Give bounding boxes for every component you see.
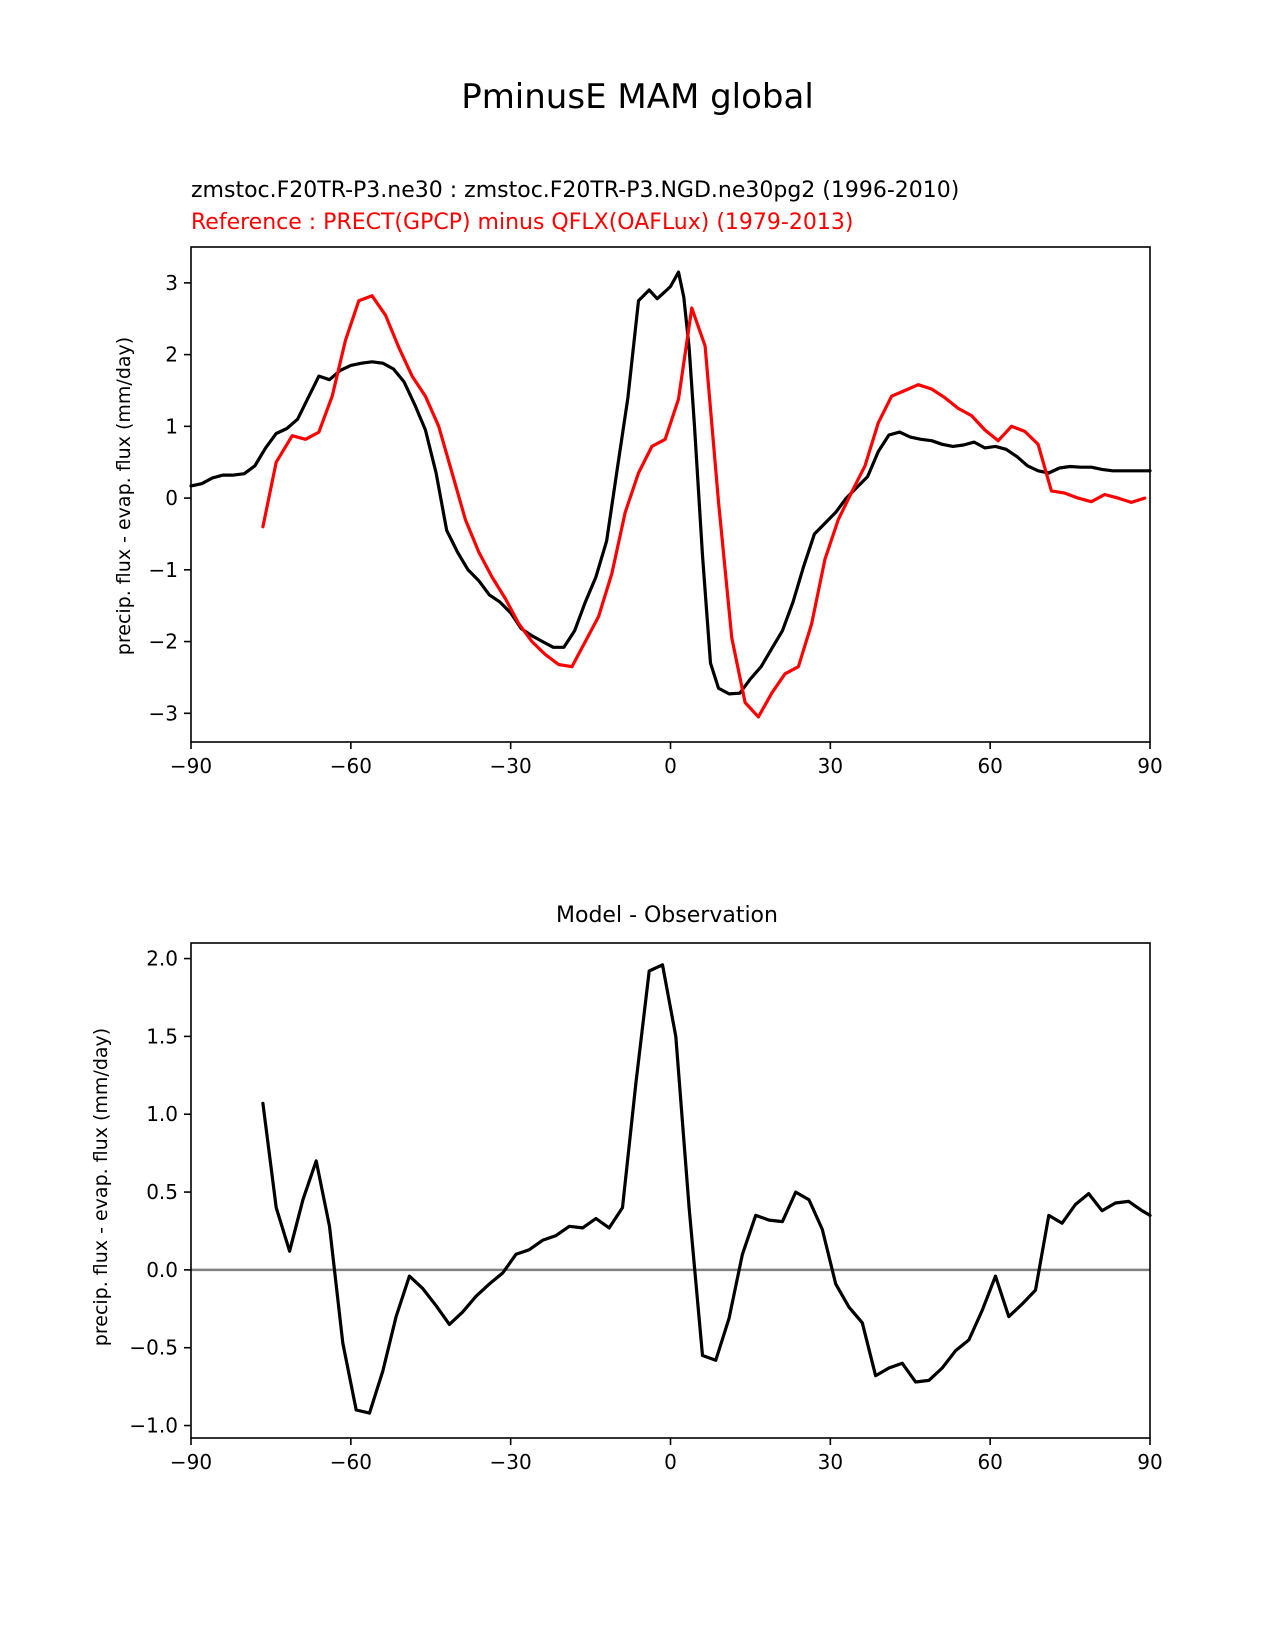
top-x-tick-label: 30 [818, 754, 843, 778]
top-series-reference-line [261, 294, 1147, 719]
bottom-series-model-observation-line [261, 963, 1152, 1415]
reference-subtitle: Reference : PRECT(GPCP) minus QFLX(OAFLu… [191, 210, 853, 235]
bottom-x-tick-label: 90 [1137, 1450, 1162, 1474]
bottom-panel: Model - Observation precip. flux - evap.… [90, 903, 1163, 1474]
top-x-tick-label: 0 [664, 754, 677, 778]
top-y-tick-label: 1 [165, 414, 178, 438]
bottom-x-tick-label: −30 [490, 1450, 532, 1474]
bottom-y-tick-label: 1.0 [146, 1102, 178, 1126]
top-panel: zmstoc.F20TR-P3.ne30 : zmstoc.F20TR-P3.N… [113, 178, 1163, 778]
top-x-tick-label: 60 [977, 754, 1002, 778]
model-subtitle: zmstoc.F20TR-P3.ne30 : zmstoc.F20TR-P3.N… [191, 178, 959, 203]
bottom-y-tick-label: −1.0 [129, 1414, 178, 1438]
top-y-tick-label: −1 [149, 558, 178, 582]
top-y-tick-label: −3 [149, 701, 178, 725]
top-x-tick-label: −60 [330, 754, 372, 778]
top-y-axis-label: precip. flux - evap. flux (mm/day) [113, 337, 135, 655]
bottom-y-tick-label: 1.5 [146, 1024, 178, 1048]
bottom-x-tick-label: −90 [170, 1450, 212, 1474]
top-y-tick-label: 3 [165, 271, 178, 295]
top-x-tick-label: −90 [170, 754, 212, 778]
bottom-title: Model - Observation [556, 903, 778, 928]
bottom-y-tick-label: 0.0 [146, 1258, 178, 1282]
figure-title: PminusE MAM global [461, 77, 814, 117]
bottom-x-tick-label: −60 [330, 1450, 372, 1474]
top-x-tick-label: 90 [1137, 754, 1162, 778]
top-y-tick-label: 0 [165, 486, 178, 510]
bottom-y-tick-label: 2.0 [146, 947, 178, 971]
top-y-tick-label: −2 [149, 630, 178, 654]
top-series-model-line [189, 270, 1152, 696]
bottom-x-tick-label: 60 [977, 1450, 1002, 1474]
bottom-y-axis-label: precip. flux - evap. flux (mm/day) [90, 1028, 112, 1346]
top-y-tick-label: 2 [165, 343, 178, 367]
top-plot-area: −90 −60 −30 0 30 60 90 −3 −2 −1 0 1 2 3 [149, 246, 1163, 778]
bottom-y-tick-label: −0.5 [129, 1336, 178, 1360]
bottom-x-tick-label: 30 [818, 1450, 843, 1474]
bottom-x-tick-label: 0 [664, 1450, 677, 1474]
top-x-tick-label: −30 [490, 754, 532, 778]
bottom-y-tick-label: 0.5 [146, 1180, 178, 1204]
bottom-plot-area: −90 −60 −30 0 30 60 90 −1.0 −0.5 0.0 0.5 1.0 1.5 2.0 [129, 942, 1163, 1474]
